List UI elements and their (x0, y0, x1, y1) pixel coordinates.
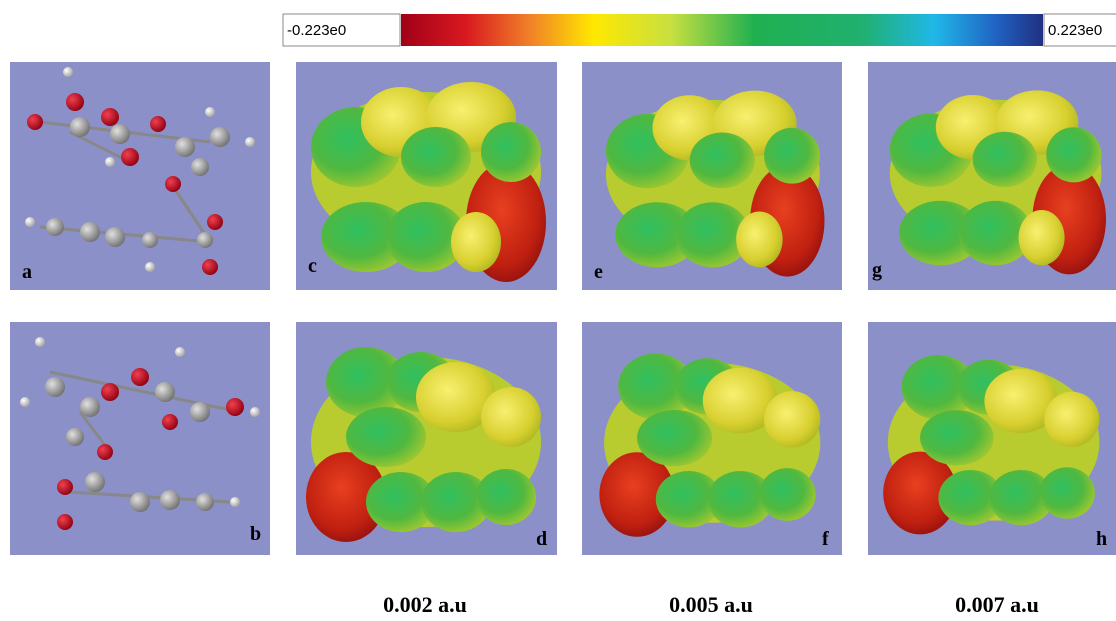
panel-label: d (536, 528, 547, 550)
caption: 0.005 a.u (669, 592, 753, 617)
caption: 0.007 a.u (955, 592, 1039, 617)
panel-label: h (1096, 528, 1107, 550)
min-label: -0.223e0 (287, 22, 346, 39)
esp-surface (890, 90, 1106, 274)
panel (10, 62, 270, 290)
color-bar (401, 14, 1043, 46)
max-label: 0.223e0 (1048, 22, 1102, 39)
panel-label: f (822, 528, 829, 550)
esp-surface (606, 91, 825, 277)
figure: -0.223e0 0.223e0 a c e g b d f h 0.002 a… (0, 0, 1116, 621)
esp-surface (311, 82, 546, 282)
panel-label: b (250, 523, 261, 545)
panel (10, 322, 270, 555)
caption: 0.002 a.u (383, 592, 467, 617)
panel-label: g (872, 259, 882, 281)
panel-label: c (308, 255, 317, 277)
panel-label: e (594, 261, 603, 283)
panel-label: a (22, 261, 32, 283)
